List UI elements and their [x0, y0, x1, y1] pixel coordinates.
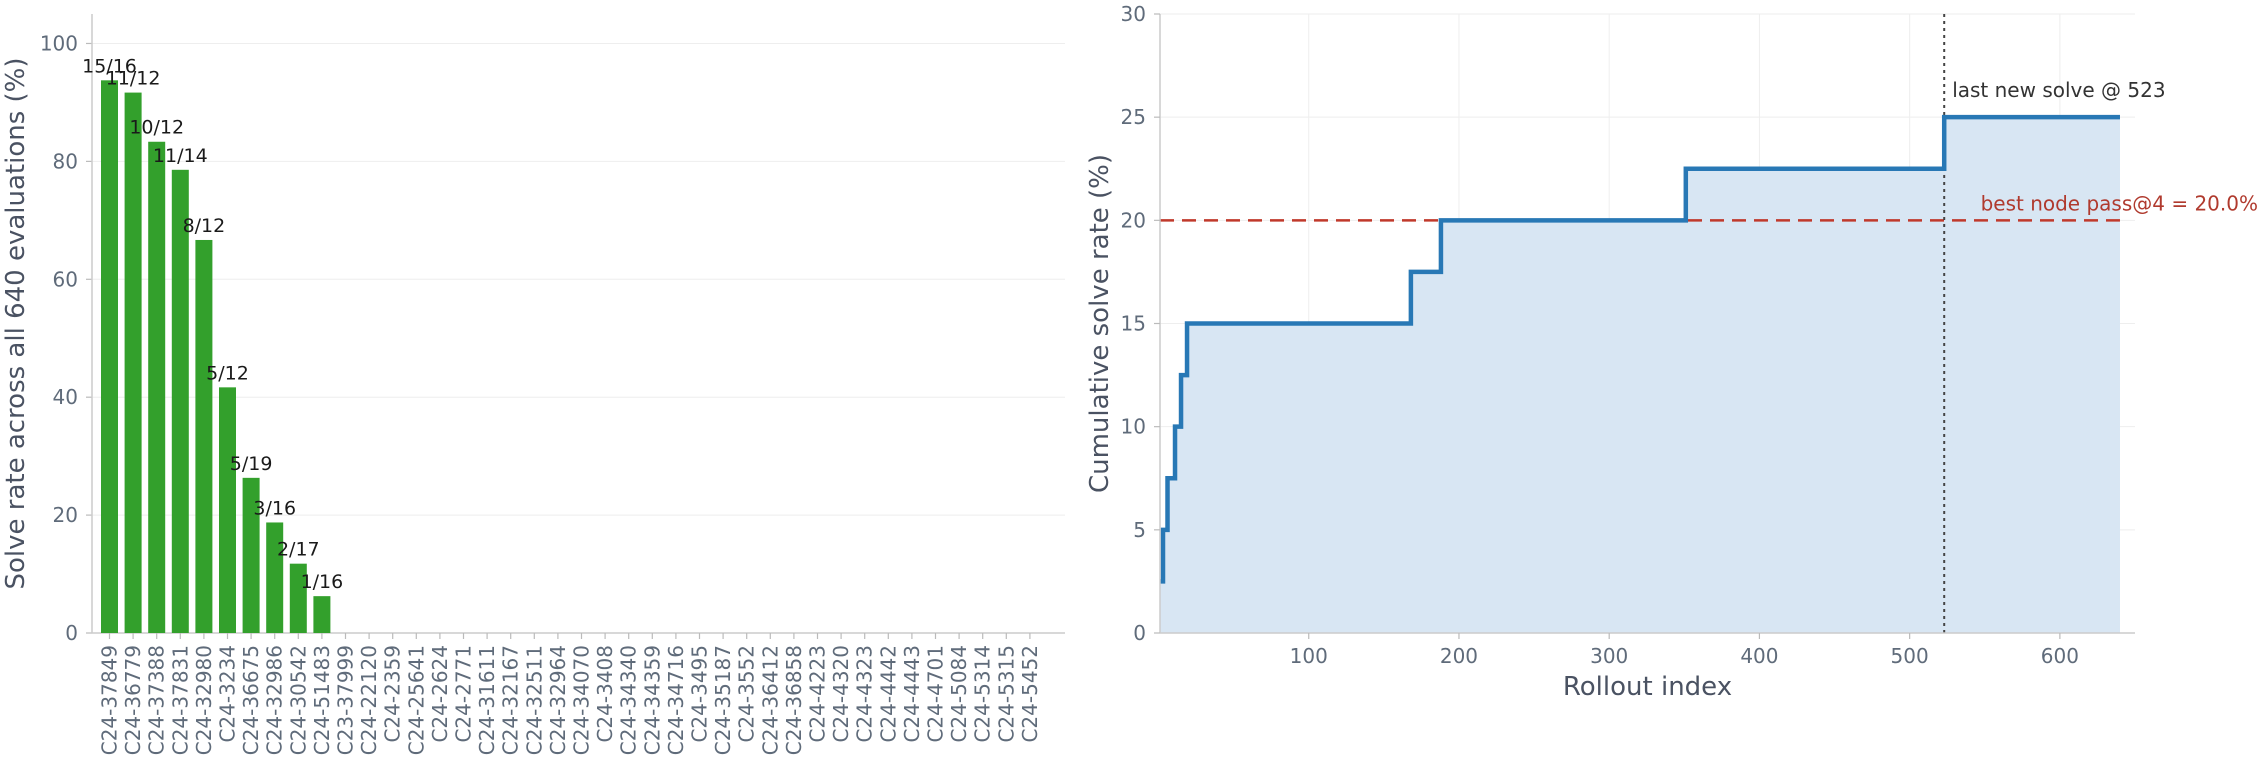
left-x-tick-label: C24-4701: [924, 645, 948, 743]
left-x-tick-label: C24-32964: [546, 645, 570, 755]
left-x-tick-label: C24-34716: [664, 645, 688, 755]
left-x-tick-label: C23-37999: [334, 645, 358, 755]
bar: [289, 563, 307, 633]
left-x-tick-label: C24-36675: [239, 645, 263, 755]
left-x-tick-label: C24-37831: [168, 645, 192, 755]
bar-data-label: 11/14: [153, 145, 208, 167]
bar-data-label: 15/16: [82, 55, 137, 77]
right-x-tick-label: 300: [1590, 644, 1628, 668]
bar: [148, 141, 166, 633]
bar: [195, 239, 213, 633]
left-x-tick-label: C24-36779: [121, 645, 145, 755]
left-x-tick-label: C24-36412: [758, 645, 782, 755]
left-x-tick-label: C24-5084: [947, 645, 971, 743]
bar-data-label: 5/19: [230, 453, 273, 475]
cumulative-step-line: [1160, 114, 2120, 584]
right-step-chart: 0 5 10 15 20 25 30 100 200 300 400 500 600 last new s…: [1085, 2, 2258, 702]
left-x-tick-label: C24-3234: [216, 645, 240, 743]
bar: [313, 596, 331, 633]
left-x-tick-label: C24-2359: [381, 645, 405, 743]
left-x-tick-label: C24-2771: [452, 645, 476, 743]
best-node-annotation: best node pass@4 = 20.0%: [1981, 191, 2258, 215]
bar: [124, 92, 142, 634]
right-x-tick-label: 200: [1440, 644, 1478, 668]
right-x-axis-title: Rollout index: [1563, 672, 1732, 702]
cumulative-area-fill: [1160, 117, 2120, 633]
bar-data-label: 11/12: [106, 68, 161, 90]
right-y-tick-label: 25: [1121, 105, 1146, 129]
bar: [219, 387, 236, 633]
left-x-tick-label: C24-32980: [192, 645, 216, 755]
left-x-tick-label: C24-4323: [853, 645, 877, 743]
left-x-tick-label: C24-32511: [522, 645, 546, 755]
left-x-tick-label: C24-4320: [829, 645, 853, 743]
left-x-tick-label: C24-51483: [310, 645, 334, 755]
left-x-tick-label: C24-37849: [98, 645, 122, 755]
right-y-tick-label: 30: [1121, 2, 1146, 26]
left-x-tick-label: C24-30542: [286, 645, 310, 755]
left-y-tick-label: 0: [65, 621, 78, 645]
left-x-tick-label: C24-35187: [711, 645, 735, 755]
right-y-tick-label: 15: [1121, 312, 1146, 336]
right-y-tick-label: 5: [1133, 518, 1146, 542]
bar: [171, 169, 189, 633]
left-x-tick-label: C24-4443: [900, 645, 924, 743]
left-x-tick-label: C24-31611: [475, 645, 499, 755]
left-x-tick-label: C24-34340: [617, 645, 641, 755]
last-solve-annotation: last new solve @ 523: [1952, 78, 2165, 102]
right-y-tick-label: 20: [1121, 208, 1146, 232]
left-x-tick-label: C24-3408: [593, 645, 617, 743]
left-y-tick-label: 40: [53, 385, 78, 409]
bar-data-label: 3/16: [253, 497, 296, 519]
left-x-tick-label: C24-4223: [806, 645, 830, 743]
left-y-tick-label: 20: [53, 503, 78, 527]
left-x-tick-label: C24-5315: [994, 645, 1018, 743]
right-y-tick-label: 0: [1133, 621, 1146, 645]
left-x-tick-label: C24-2624: [428, 645, 452, 743]
left-x-tick-label: C24-37388: [145, 645, 169, 755]
left-y-tick-label: 60: [53, 267, 78, 291]
left-y-tick-label: 80: [53, 149, 78, 173]
left-y-axis-title: Solve rate across all 640 evaluations (%…: [1, 57, 31, 589]
left-x-tick-label: C24-5452: [1018, 645, 1042, 743]
bar-data-label: 1/16: [301, 571, 344, 593]
left-x-tick-label: C24-32167: [499, 645, 523, 755]
bar-data-label: 10/12: [129, 117, 184, 139]
left-x-tick-label: C24-22120: [357, 645, 381, 755]
right-y-axis-title: Cumulative solve rate (%): [1085, 154, 1115, 493]
right-x-tick-label: 600: [2041, 644, 2079, 668]
right-x-tick-label: 100: [1290, 644, 1328, 668]
left-x-tick-label: C24-32986: [263, 645, 287, 755]
right-y-tick-label: 10: [1121, 415, 1146, 439]
left-x-tick-label: C24-36858: [782, 645, 806, 755]
left-x-tick-label: C24-34070: [570, 645, 594, 755]
bar-data-label: 5/12: [206, 362, 249, 384]
left-x-tick-label: C24-4442: [876, 645, 900, 743]
bar-data-label: 2/17: [277, 539, 320, 561]
left-x-tick-label: C24-3495: [688, 645, 712, 743]
left-x-tick-label: C24-25641: [404, 645, 428, 755]
right-x-tick-label: 500: [1891, 644, 1929, 668]
right-x-tick-label: 400: [1740, 644, 1778, 668]
bar: [266, 522, 284, 633]
left-x-tick-label: C24-34359: [640, 645, 664, 755]
left-x-tick-label: C24-5314: [971, 645, 995, 743]
bar: [242, 477, 260, 633]
left-x-tick-label: C24-3552: [735, 645, 759, 743]
left-y-tick-label: 100: [40, 31, 78, 55]
bar-data-label: 8/12: [183, 215, 226, 237]
bar: [101, 80, 118, 634]
